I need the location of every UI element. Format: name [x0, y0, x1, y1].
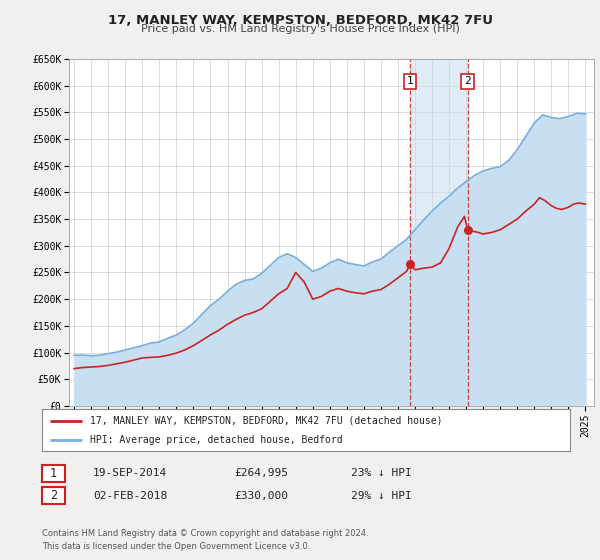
Text: 1: 1 [407, 76, 413, 86]
Text: 2: 2 [464, 76, 471, 86]
Text: 1: 1 [50, 466, 57, 480]
Text: HPI: Average price, detached house, Bedford: HPI: Average price, detached house, Bedf… [89, 435, 342, 445]
Text: £264,995: £264,995 [234, 468, 288, 478]
Text: Contains HM Land Registry data © Crown copyright and database right 2024.: Contains HM Land Registry data © Crown c… [42, 529, 368, 538]
Text: £330,000: £330,000 [234, 491, 288, 501]
Text: 02-FEB-2018: 02-FEB-2018 [93, 491, 167, 501]
Text: This data is licensed under the Open Government Licence v3.0.: This data is licensed under the Open Gov… [42, 542, 310, 550]
Bar [410, 59, 467, 406]
Text: 17, MANLEY WAY, KEMPSTON, BEDFORD, MK42 7FU (detached house): 17, MANLEY WAY, KEMPSTON, BEDFORD, MK42 … [89, 416, 442, 426]
Text: 19-SEP-2014: 19-SEP-2014 [93, 468, 167, 478]
Text: Price paid vs. HM Land Registry's House Price Index (HPI): Price paid vs. HM Land Registry's House … [140, 24, 460, 34]
Text: 2: 2 [50, 489, 57, 502]
Text: 29% ↓ HPI: 29% ↓ HPI [351, 491, 412, 501]
Text: 17, MANLEY WAY, KEMPSTON, BEDFORD, MK42 7FU: 17, MANLEY WAY, KEMPSTON, BEDFORD, MK42 … [107, 14, 493, 27]
Text: 23% ↓ HPI: 23% ↓ HPI [351, 468, 412, 478]
